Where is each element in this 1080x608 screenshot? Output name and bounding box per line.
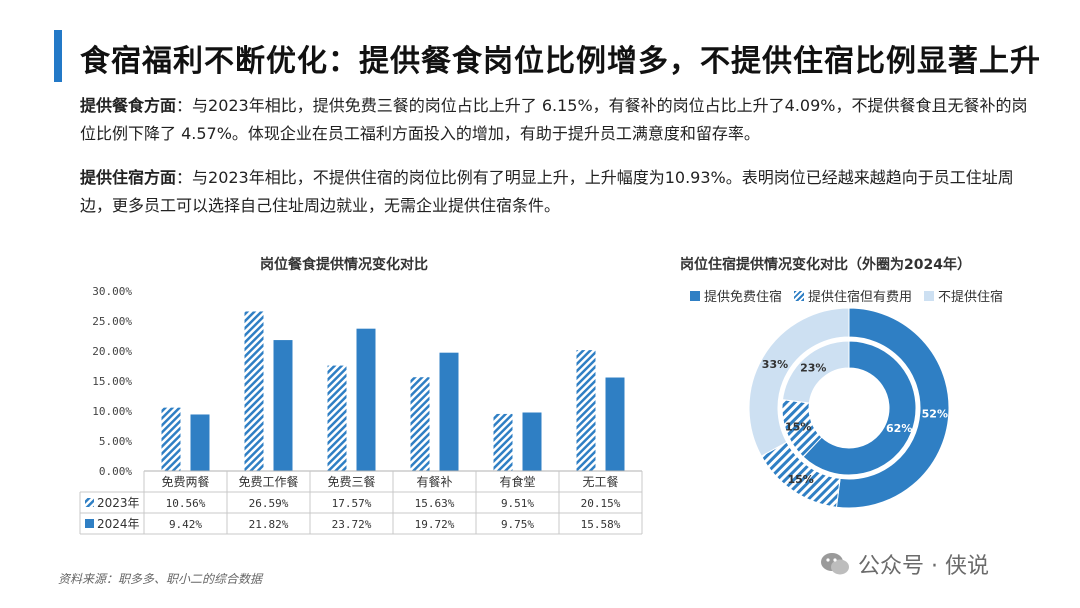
housing-donut-chart: 52% 15% 33% 62% 15% 23% xyxy=(748,307,950,509)
y-tick-label: 30.00% xyxy=(92,285,132,298)
category-label: 有食堂 xyxy=(499,474,535,489)
legend-swatch-solid xyxy=(690,290,700,301)
outer-ring-slice-label: 15% xyxy=(787,473,813,486)
paragraph-housing-label: 提供住宿方面 xyxy=(80,168,177,187)
bar-2024 xyxy=(190,414,210,471)
inner-ring-slice-label: 62% xyxy=(886,422,912,435)
data-label: 20.15% xyxy=(581,497,621,510)
meal-bar-chart: 0.00% 5.00% 10.00% 15.00% 20.00% 25.00% 30.00%… xyxy=(79,285,643,535)
bar-2024 xyxy=(522,412,542,471)
category-label: 有餐补 xyxy=(416,474,452,489)
bar-2024 xyxy=(356,328,376,471)
paragraph-meals: 提供餐食方面：与2023年相比，提供免费三餐的岗位占比上升了 6.15%，有餐补… xyxy=(80,92,1040,148)
series-name: 2023年 xyxy=(97,496,140,510)
inner-ring-slice-label: 23% xyxy=(800,361,826,374)
bar-2023 xyxy=(576,350,596,471)
category-label: 免费工作餐 xyxy=(238,474,298,489)
legend-label: 提供住宿但有费用 xyxy=(808,290,913,305)
y-tick-label: 0.00% xyxy=(99,465,132,478)
bar-2023 xyxy=(244,311,264,471)
donut-legend: 提供免费住宿 提供住宿但有费用 不提供住宿 xyxy=(690,286,1003,305)
data-label: 23.72% xyxy=(332,518,372,531)
data-label: 19.72% xyxy=(415,518,455,531)
legend-label: 不提供住宿 xyxy=(938,290,1004,305)
y-tick-label: 15.00% xyxy=(92,375,132,388)
watermark: 公众号 · 侠说 xyxy=(820,548,989,580)
legend-swatch-light xyxy=(924,290,935,301)
bar-chart-title: 岗位餐食提供情况变化对比 xyxy=(260,257,428,273)
paragraph-meals-label: 提供餐食方面 xyxy=(80,96,177,115)
data-label: 9.42% xyxy=(169,518,202,531)
category-label: 免费三餐 xyxy=(327,474,375,489)
inner-ring-slice-solid xyxy=(802,340,917,476)
data-label: 17.57% xyxy=(332,497,372,510)
paragraph-housing-text: ：与2023年相比，不提供住宿的岗位比例有了明显上升，上升幅度为10.93%。表… xyxy=(80,168,1014,215)
outer-ring-slice-solid xyxy=(835,307,950,509)
category-label: 无工餐 xyxy=(582,474,618,489)
legend-item-paid-housing: 提供住宿但有费用 xyxy=(794,286,912,305)
donut-chart-title: 岗位住宿提供情况变化对比（外圈为2024年） xyxy=(680,257,971,273)
outer-ring-slice-label: 33% xyxy=(762,358,788,371)
legend-item-free-housing: 提供免费住宿 xyxy=(690,286,782,305)
data-label: 26.59% xyxy=(249,497,289,510)
source-note: 资料来源：职多多、职小二的综合数据 xyxy=(58,572,263,586)
legend-label: 提供免费住宿 xyxy=(704,290,783,305)
bar-2023 xyxy=(161,407,181,471)
data-label: 10.56% xyxy=(166,497,206,510)
paragraph-meals-text: ：与2023年相比，提供免费三餐的岗位占比上升了 6.15%，有餐补的岗位占比上… xyxy=(80,96,1028,143)
data-label: 15.58% xyxy=(581,518,621,531)
outer-ring-slice-label: 52% xyxy=(922,407,948,420)
y-tick-label: 25.00% xyxy=(92,315,132,328)
table-legend-swatch xyxy=(85,519,94,528)
series-name: 2024年 xyxy=(97,517,140,531)
data-label: 9.75% xyxy=(501,518,534,531)
data-label: 21.82% xyxy=(249,518,289,531)
legend-item-no-housing: 不提供住宿 xyxy=(924,286,1003,305)
bar-2024 xyxy=(273,340,293,471)
inner-ring-slice-label: 15% xyxy=(785,420,811,433)
y-tick-label: 20.00% xyxy=(92,345,132,358)
category-label: 免费两餐 xyxy=(161,474,209,489)
data-label: 9.51% xyxy=(501,497,534,510)
watermark-text: 公众号 · 侠说 xyxy=(858,554,989,579)
table-legend-swatch xyxy=(85,498,94,507)
title-accent-bar xyxy=(54,30,62,82)
bar-2024 xyxy=(605,377,625,471)
bar-2023 xyxy=(493,413,513,471)
data-label: 15.63% xyxy=(415,497,455,510)
bar-2024 xyxy=(439,352,459,471)
bar-2023 xyxy=(327,365,347,471)
y-tick-label: 10.00% xyxy=(92,405,132,418)
y-tick-label: 5.00% xyxy=(99,435,132,448)
paragraph-housing: 提供住宿方面：与2023年相比，不提供住宿的岗位比例有了明显上升，上升幅度为10… xyxy=(80,164,1040,220)
inner-ring-slice-light xyxy=(781,340,850,404)
page-title: 食宿福利不断优化：提供餐食岗位比例增多，不提供住宿比例显著上升 xyxy=(80,44,1041,79)
legend-swatch-hatched xyxy=(794,290,805,301)
bar-2023 xyxy=(410,377,430,471)
wechat-icon xyxy=(821,553,849,575)
outer-ring-slice-light xyxy=(748,307,850,457)
